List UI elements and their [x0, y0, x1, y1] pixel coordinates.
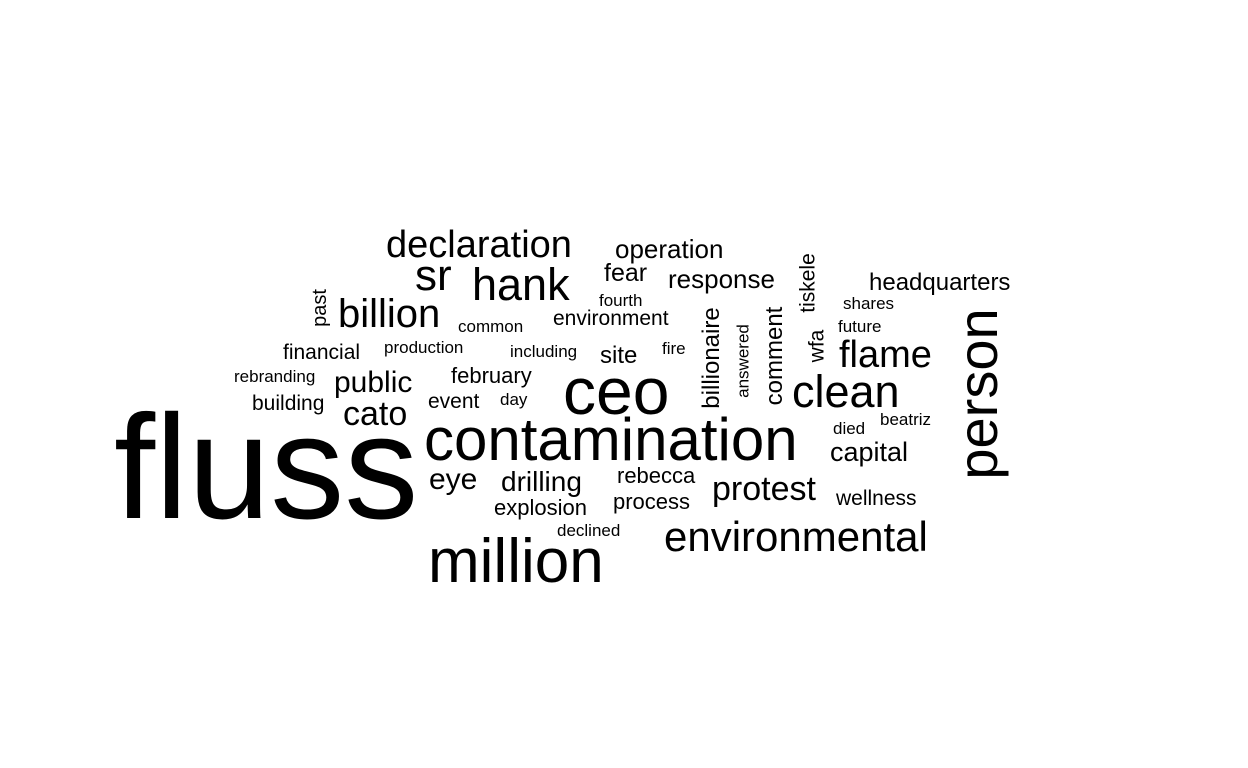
word-environment: environment [553, 307, 669, 330]
word-eye: eye [429, 463, 478, 496]
word-answered: answered [733, 324, 753, 398]
word-ceo: ceo [563, 354, 670, 428]
word-declined: declined [557, 521, 621, 540]
word-headquarters: headquarters [869, 269, 1011, 296]
word-common: common [458, 317, 524, 336]
word-fear: fear [604, 259, 648, 287]
word-production: production [384, 338, 464, 357]
word-declaration: declaration [386, 224, 572, 266]
word-flame: flame [839, 334, 932, 376]
word-public: public [334, 366, 413, 399]
word-hank: hank [472, 259, 570, 310]
word-building: building [252, 392, 325, 415]
word-fire: fire [662, 339, 686, 358]
word-environmental: environmental [664, 513, 928, 560]
word-billion: billion [338, 292, 441, 336]
word-wfa: wfa [805, 329, 829, 363]
word-wellness: wellness [836, 487, 917, 510]
word-day: day [500, 390, 528, 409]
word-rebecca: rebecca [617, 463, 696, 488]
word-future: future [838, 317, 882, 336]
word-shares: shares [843, 294, 895, 313]
word-clean: clean [792, 366, 900, 417]
word-explosion: explosion [494, 495, 587, 520]
word-financial: financial [283, 341, 361, 364]
word-protest: protest [712, 470, 816, 508]
word-person: person [946, 308, 1009, 480]
word-tiskele: tiskele [796, 253, 820, 313]
word-process: process [613, 489, 691, 514]
word-cato: cato [343, 395, 408, 433]
word-including: including [510, 342, 578, 361]
word-fourth: fourth [599, 291, 643, 310]
word-died: died [833, 419, 866, 438]
word-fluss: fluss [114, 385, 419, 550]
word-drilling: drilling [501, 466, 582, 497]
word-site: site [600, 342, 638, 369]
word-million: million [428, 527, 604, 596]
word-capital: capital [830, 437, 909, 467]
word-contamination: contamination [424, 406, 798, 473]
word-operation: operation [615, 234, 724, 264]
word-response: response [668, 264, 775, 294]
word-rebranding: rebranding [234, 367, 316, 386]
word-event: event [428, 390, 480, 413]
word-comment: comment [761, 306, 788, 406]
word-beatriz: beatriz [880, 410, 932, 429]
word-february: february [451, 363, 532, 388]
word-sr: sr [415, 251, 452, 300]
word-past: past [309, 289, 331, 327]
word-billionaire: billionaire [698, 307, 725, 409]
